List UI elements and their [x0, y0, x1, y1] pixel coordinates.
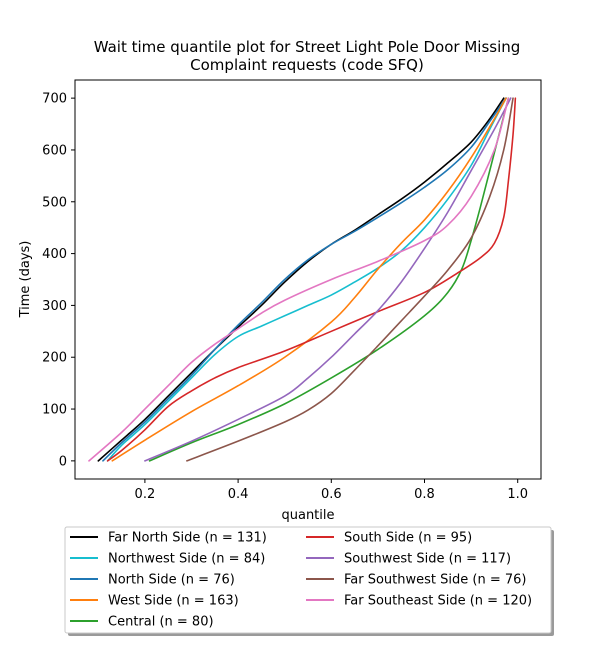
legend-entry-label: Northwest Side (n = 84) — [108, 552, 265, 567]
series-line-6 — [144, 97, 512, 462]
chart-title-line-1: Wait time quantile plot for Street Light… — [94, 38, 521, 56]
x-axis-label: quantile — [281, 508, 334, 523]
series-line-3 — [111, 97, 507, 462]
y-axis-ticks: 0 100 200 300 400 500 600 700 — [42, 92, 75, 469]
legend-entry-label: Central (n = 80) — [108, 615, 214, 630]
legend-entry-label: Far Southeast Side (n = 120) — [344, 594, 532, 609]
x-tick-label: 0.8 — [414, 487, 435, 502]
y-axis-label: Time (days) — [18, 241, 33, 319]
series-line-2 — [102, 97, 507, 462]
legend-items: Far North Side (n = 131) Northwest Side (… — [70, 531, 532, 630]
legend-entry-label: North Side (n = 76) — [108, 573, 235, 588]
legend: Far North Side (n = 131) Northwest Side (… — [64, 526, 554, 636]
series-line-8 — [88, 97, 510, 462]
plot-area-frame — [74, 79, 542, 480]
legend-entry-label: Southwest Side (n = 117) — [344, 552, 511, 567]
series-line-5 — [106, 97, 517, 462]
x-tick-label: 0.2 — [135, 487, 156, 502]
chart-title: Wait time quantile plot for Street Light… — [94, 38, 521, 74]
y-tick-label: 200 — [42, 351, 67, 366]
legend-entry-label: West Side (n = 163) — [108, 594, 239, 609]
x-tick-label: 0.4 — [228, 487, 249, 502]
series-line-4 — [148, 97, 510, 462]
x-tick-label: 1.0 — [507, 487, 528, 502]
legend-entry-label: South Side (n = 95) — [344, 531, 472, 546]
series-line-1 — [106, 97, 507, 462]
series-line-0 — [97, 97, 505, 462]
chart-title-line-2: Complaint requests (code SFQ) — [190, 56, 424, 74]
y-tick-label: 300 — [42, 299, 67, 314]
x-axis-ticks: 0.2 0.4 0.6 0.8 1.0 — [135, 479, 528, 502]
y-tick-label: 400 — [42, 247, 67, 262]
legend-entry-label: Far North Side (n = 131) — [108, 531, 267, 546]
legend-entry-label: Far Southwest Side (n = 76) — [344, 573, 526, 588]
series-line-7 — [186, 97, 514, 462]
y-tick-label: 0 — [59, 454, 67, 469]
series-layer — [88, 97, 517, 462]
y-tick-label: 500 — [42, 195, 67, 210]
x-tick-label: 0.6 — [321, 487, 342, 502]
y-tick-label: 100 — [42, 403, 67, 418]
y-tick-label: 600 — [42, 143, 67, 158]
y-tick-label: 700 — [42, 92, 67, 107]
